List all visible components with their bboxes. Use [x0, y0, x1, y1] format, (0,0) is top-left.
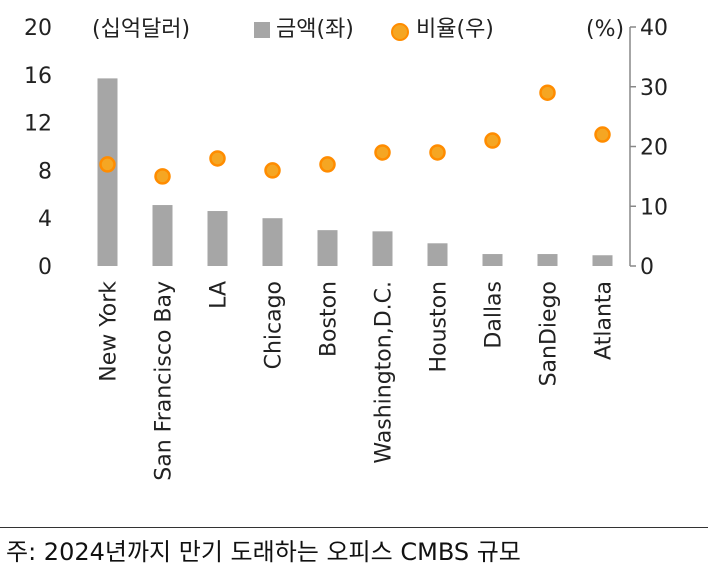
right-axis-unit: (%) — [586, 17, 624, 42]
legend-bar-swatch — [254, 22, 270, 38]
legend: 금액(좌) 비율(우) — [254, 17, 494, 42]
rate-point — [319, 156, 336, 173]
rate-point — [429, 144, 446, 161]
bar — [482, 254, 503, 266]
rate-point — [209, 150, 226, 167]
rate-point — [99, 156, 116, 173]
footnote-divider — [0, 527, 708, 528]
left-axis-unit: (십억달러) — [92, 17, 190, 42]
category-label: Atlanta — [592, 281, 617, 360]
left-tick-label: 4 — [38, 207, 52, 232]
category-label: LA — [207, 281, 232, 309]
left-axis-ticks: 0 4 8 12 16 20 — [24, 16, 52, 280]
category-labels: New York San Francisco Bay LA Chicago Boston… — [97, 281, 617, 481]
bar — [262, 218, 283, 266]
rate-point — [154, 168, 171, 185]
legend-bar-label: 금액(좌) — [276, 17, 354, 42]
category-label: SanDiego — [537, 281, 562, 386]
right-tick-label: 30 — [640, 76, 668, 101]
left-tick-label: 16 — [24, 64, 52, 89]
bar — [317, 230, 338, 266]
rate-point — [374, 144, 391, 161]
left-tick-label: 0 — [38, 255, 52, 280]
footnote: 주: 2024년까지 만기 도래하는 오피스 CMBS 규모 — [6, 538, 521, 566]
category-label: New York — [97, 281, 122, 382]
rate-point — [539, 84, 556, 101]
right-tick-label: 10 — [640, 195, 668, 220]
rate-point — [264, 162, 281, 179]
rate-point — [484, 132, 501, 149]
right-tick-label: 40 — [640, 16, 668, 41]
bar-series — [97, 78, 613, 266]
category-label: Houston — [427, 281, 452, 372]
legend-dot-swatch — [391, 23, 409, 41]
category-label: San Francisco Bay — [152, 281, 177, 481]
category-label: Boston — [317, 281, 342, 357]
right-axis: 0 10 20 30 40 — [629, 16, 668, 280]
left-tick-label: 20 — [24, 16, 52, 41]
legend-dot-label: 비율(우) — [416, 17, 494, 42]
left-tick-label: 8 — [38, 159, 52, 184]
bar — [207, 211, 228, 266]
bar — [427, 243, 448, 266]
rate-point — [594, 126, 611, 143]
bar — [592, 255, 613, 266]
dot-series — [99, 84, 611, 185]
bar — [372, 231, 393, 266]
category-label: Washington,D.C. — [372, 281, 397, 464]
left-tick-label: 12 — [24, 112, 52, 137]
chart: 0 4 8 12 16 20 0 10 20 30 40 (십억달러) (%) 금액(좌) 비율(… — [24, 16, 668, 481]
right-tick-label: 0 — [640, 255, 654, 280]
bar — [537, 254, 558, 266]
bar — [152, 205, 173, 266]
category-label: Dallas — [482, 281, 507, 349]
right-tick-label: 20 — [640, 136, 668, 161]
category-label: Chicago — [262, 281, 287, 369]
